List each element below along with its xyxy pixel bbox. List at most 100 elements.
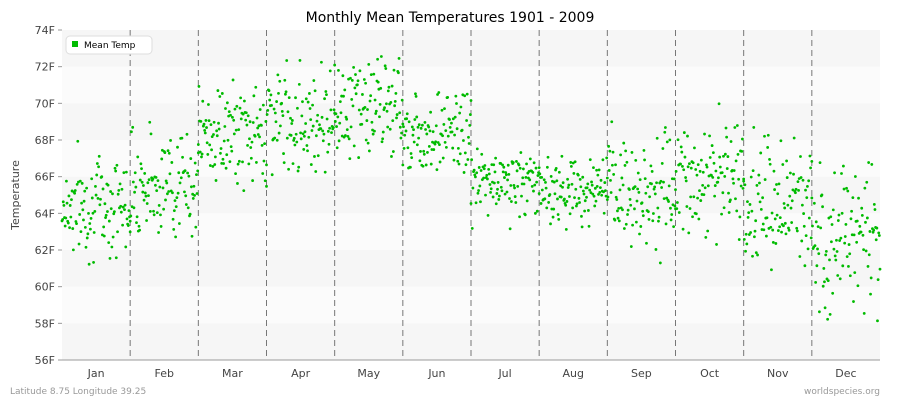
data-point xyxy=(443,140,447,144)
data-point xyxy=(496,187,499,191)
data-point xyxy=(373,98,377,102)
data-point xyxy=(770,211,774,215)
data-point xyxy=(224,166,228,170)
data-point xyxy=(846,189,850,193)
data-point xyxy=(555,179,559,183)
data-point xyxy=(300,114,304,118)
data-point xyxy=(435,168,439,172)
data-point xyxy=(402,147,406,150)
data-point xyxy=(141,190,145,194)
data-point xyxy=(705,163,708,167)
data-point xyxy=(791,188,795,192)
data-point xyxy=(207,119,211,123)
data-point xyxy=(123,203,127,207)
data-point xyxy=(597,193,600,196)
data-point xyxy=(852,300,855,303)
data-point xyxy=(120,187,124,191)
data-point xyxy=(518,215,522,219)
data-point xyxy=(573,196,576,200)
data-point xyxy=(681,164,684,168)
data-point xyxy=(581,175,585,179)
data-point xyxy=(414,92,417,96)
data-point xyxy=(393,104,397,108)
data-point xyxy=(381,130,385,134)
data-point xyxy=(332,126,335,129)
data-point xyxy=(322,132,326,136)
data-point xyxy=(65,201,69,205)
data-point xyxy=(126,224,130,227)
data-point xyxy=(763,178,767,181)
data-point xyxy=(401,122,405,126)
data-point xyxy=(172,209,176,213)
data-point xyxy=(839,236,843,240)
data-point xyxy=(472,168,476,172)
data-point xyxy=(155,211,159,214)
data-point xyxy=(610,163,614,167)
data-point xyxy=(97,154,101,158)
data-point xyxy=(418,159,422,163)
data-point xyxy=(506,163,510,167)
data-point xyxy=(706,229,710,233)
data-point xyxy=(74,220,78,223)
data-point xyxy=(318,123,321,127)
data-point xyxy=(686,165,690,169)
data-point xyxy=(79,230,83,233)
data-point xyxy=(824,253,828,257)
data-point xyxy=(162,207,166,211)
data-point xyxy=(667,200,670,203)
data-point xyxy=(725,135,729,139)
data-point xyxy=(98,203,102,207)
data-point xyxy=(674,188,677,191)
legend-box xyxy=(65,35,153,55)
data-point xyxy=(612,173,616,176)
data-point xyxy=(785,176,789,179)
data-point xyxy=(865,216,869,220)
x-tick-label: Nov xyxy=(767,367,789,380)
data-point xyxy=(410,156,414,160)
data-point xyxy=(487,168,491,171)
data-point xyxy=(626,213,629,216)
data-point xyxy=(223,125,227,128)
data-point xyxy=(571,206,575,210)
data-point xyxy=(443,107,446,111)
y-tick-label: 74F xyxy=(35,24,55,37)
data-point xyxy=(61,218,65,221)
data-point xyxy=(726,155,730,158)
data-point xyxy=(159,213,162,217)
data-point xyxy=(236,182,239,185)
y-axis-ticks: 56F 58F 60F 62F 64F 66F 68F 70F 72F 74F xyxy=(35,24,62,367)
data-point xyxy=(241,112,245,116)
data-point xyxy=(198,150,202,154)
data-point xyxy=(803,264,807,268)
data-point xyxy=(248,137,251,141)
data-point xyxy=(698,189,701,193)
data-point xyxy=(465,119,468,122)
data-point xyxy=(444,146,448,149)
data-point xyxy=(94,193,98,197)
data-point xyxy=(222,162,225,165)
data-point xyxy=(784,232,788,236)
data-point xyxy=(533,183,537,187)
data-point xyxy=(818,161,822,165)
data-point xyxy=(759,151,763,155)
data-point xyxy=(395,113,399,116)
data-point xyxy=(179,176,183,180)
data-point xyxy=(304,97,308,101)
data-point xyxy=(482,167,486,171)
data-point xyxy=(631,223,634,227)
data-point xyxy=(537,192,541,195)
data-point xyxy=(241,160,244,164)
data-point xyxy=(688,207,692,210)
data-point xyxy=(715,243,718,246)
data-point xyxy=(134,185,138,189)
data-point xyxy=(320,115,324,119)
data-point xyxy=(556,213,560,216)
data-point xyxy=(585,186,589,190)
data-point xyxy=(454,94,458,98)
data-point xyxy=(458,111,462,115)
y-tick-label: 68F xyxy=(35,134,55,147)
data-point xyxy=(87,211,90,215)
data-point xyxy=(82,218,85,222)
data-point xyxy=(92,261,95,264)
data-point xyxy=(219,147,223,150)
